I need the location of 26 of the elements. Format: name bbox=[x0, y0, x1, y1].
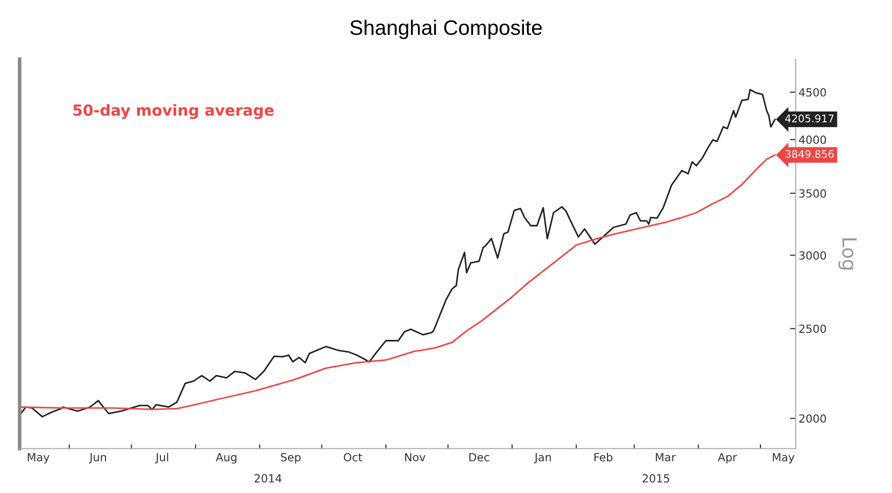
y-tick-label: 4000 bbox=[798, 136, 826, 144]
x-tick-label: Oct bbox=[344, 452, 362, 462]
y-tick-label: 2000 bbox=[799, 414, 826, 423]
y-tick-label: 2500 bbox=[799, 324, 826, 333]
x-tick-label: Jun bbox=[89, 453, 106, 464]
text: 50-day moving average bbox=[73, 104, 274, 119]
y-tick-label: 4500 bbox=[798, 88, 826, 97]
x-tick-label: Jul bbox=[155, 452, 168, 464]
x-tick-label: Mar bbox=[656, 453, 676, 462]
x-tick-label: Nov bbox=[405, 453, 426, 462]
text: 2015 bbox=[642, 474, 670, 483]
x-tick-label: Aug bbox=[216, 453, 236, 464]
y-tick-label: 3500 bbox=[799, 189, 826, 198]
x-tick-label: Jan bbox=[534, 453, 551, 464]
x-tick-label: Feb bbox=[594, 452, 612, 462]
data-label: 4205.917 bbox=[785, 114, 834, 122]
text: 2014 bbox=[254, 474, 282, 483]
x-tick-label: Apr bbox=[718, 453, 737, 464]
data-label: 3849.856 bbox=[785, 150, 834, 158]
y-axis-title: Log bbox=[838, 238, 857, 270]
x-tick-label: Dec bbox=[469, 453, 490, 462]
chart-title: Shanghai Composite bbox=[350, 20, 542, 40]
y-tick-label: 3000 bbox=[799, 251, 826, 260]
x-tick-label: May bbox=[772, 453, 794, 464]
x-tick-label: May bbox=[28, 453, 50, 464]
x-tick-label: Sep bbox=[280, 452, 301, 464]
